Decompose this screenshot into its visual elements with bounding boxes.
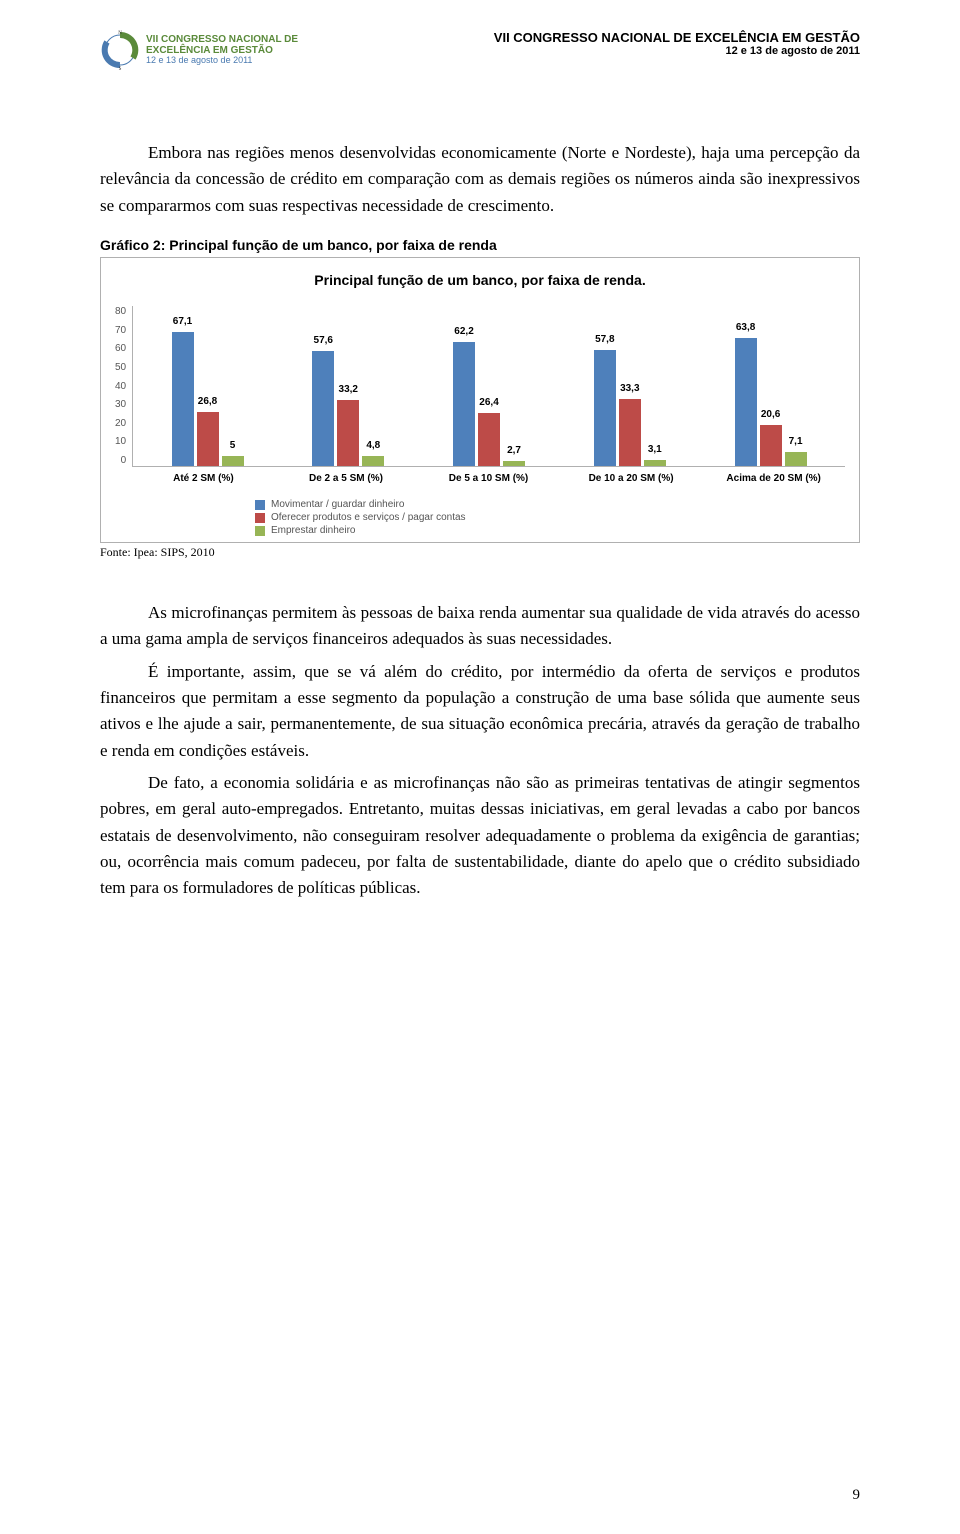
bar: 7,1	[785, 452, 807, 466]
y-tick: 20	[115, 418, 126, 429]
logo-sub: 12 e 13 de agosto de 2011	[146, 56, 298, 66]
chart-area: 80706050403020100 67,126,8557,633,24,862…	[115, 306, 845, 485]
chart-title: Principal função de um banco, por faixa …	[115, 272, 845, 288]
bar-value-label: 4,8	[366, 440, 380, 451]
bar: 62,2	[453, 342, 475, 466]
bar: 26,8	[197, 412, 219, 466]
paragraph-4: De fato, a economia solidária e as micro…	[100, 770, 860, 902]
legend-label: Oferecer produtos e serviços / pagar con…	[271, 512, 466, 523]
header-right: VII CONGRESSO NACIONAL DE EXCELÊNCIA EM …	[494, 30, 860, 57]
y-tick: 60	[115, 343, 126, 354]
bar-value-label: 57,8	[595, 334, 614, 345]
legend-item: Emprestar dinheiro	[255, 525, 845, 536]
bar: 63,8	[735, 338, 757, 466]
bar-value-label: 57,6	[314, 335, 333, 346]
page-number: 9	[853, 1487, 861, 1504]
x-label: De 10 a 20 SM (%)	[576, 473, 686, 485]
paragraph-1: Embora nas regiões menos desenvolvidas e…	[100, 140, 860, 219]
y-tick: 0	[115, 455, 126, 466]
legend-swatch	[255, 526, 265, 536]
svg-text:N: N	[118, 31, 122, 36]
logo-icon: N S	[100, 30, 140, 70]
bar: 4,8	[362, 456, 384, 466]
bar: 57,8	[594, 350, 616, 466]
legend-swatch	[255, 500, 265, 510]
bar-value-label: 20,6	[761, 409, 780, 420]
x-label: De 5 a 10 SM (%)	[434, 473, 544, 485]
header-date: 12 e 13 de agosto de 2011	[494, 45, 860, 57]
paragraph-3: É importante, assim, que se vá além do c…	[100, 659, 860, 764]
chart-caption: Gráfico 2: Principal função de um banco,…	[100, 237, 860, 253]
page-header: N S VII CONGRESSO NACIONAL DE EXCELÊNCIA…	[100, 30, 860, 70]
bar: 33,2	[337, 400, 359, 466]
x-axis-labels: Até 2 SM (%) De 2 a 5 SM (%) De 5 a 10 SM …	[132, 473, 845, 485]
bar-value-label: 3,1	[648, 444, 662, 455]
bar: 67,1	[172, 332, 194, 466]
header-title: VII CONGRESSO NACIONAL DE EXCELÊNCIA EM …	[494, 30, 860, 45]
y-tick: 10	[115, 436, 126, 447]
y-axis: 80 70 60 50 40 30 20 10 0	[115, 306, 132, 466]
paragraph-2: As microfinanças permitem às pessoas de …	[100, 600, 860, 653]
x-label: Até 2 SM (%)	[148, 473, 258, 485]
bar: 20,6	[760, 425, 782, 466]
bar-value-label: 2,7	[507, 445, 521, 456]
bar-value-label: 33,2	[339, 384, 358, 395]
legend-swatch	[255, 513, 265, 523]
bar: 3,1	[644, 460, 666, 466]
logo: N S VII CONGRESSO NACIONAL DE EXCELÊNCIA…	[100, 30, 298, 70]
y-tick: 30	[115, 399, 126, 410]
chart-source: Fonte: Ipea: SIPS, 2010	[100, 545, 860, 560]
bar-value-label: 5	[230, 440, 236, 451]
bar: 2,7	[503, 461, 525, 466]
legend-label: Movimentar / guardar dinheiro	[271, 499, 404, 510]
bar-value-label: 26,4	[479, 397, 498, 408]
bar-value-label: 67,1	[173, 316, 192, 327]
bar: 57,6	[312, 351, 334, 466]
legend-item: Movimentar / guardar dinheiro	[255, 499, 845, 510]
bar-value-label: 62,2	[454, 326, 473, 337]
bar-group: 63,820,67,1	[735, 338, 807, 466]
bar-value-label: 63,8	[736, 322, 755, 333]
chart-legend: Movimentar / guardar dinheiro Oferecer pr…	[255, 499, 845, 536]
chart-plot: 67,126,8557,633,24,862,226,42,757,833,33…	[132, 306, 845, 467]
y-tick: 40	[115, 381, 126, 392]
bar-value-label: 7,1	[789, 436, 803, 447]
x-label: De 2 a 5 SM (%)	[291, 473, 401, 485]
bar: 26,4	[478, 413, 500, 466]
bar-group: 62,226,42,7	[453, 342, 525, 466]
plot-wrap: 67,126,8557,633,24,862,226,42,757,833,33…	[132, 306, 845, 485]
bar-group: 57,633,24,8	[312, 351, 384, 466]
bar: 33,3	[619, 399, 641, 466]
y-tick: 50	[115, 362, 126, 373]
y-tick: 80	[115, 306, 126, 317]
logo-text: VII CONGRESSO NACIONAL DE EXCELÊNCIA EM …	[146, 34, 298, 66]
bar-value-label: 26,8	[198, 396, 217, 407]
legend-item: Oferecer produtos e serviços / pagar con…	[255, 512, 845, 523]
y-tick: 70	[115, 325, 126, 336]
chart-container: Principal função de um banco, por faixa …	[100, 257, 860, 543]
x-label: Acima de 20 SM (%)	[719, 473, 829, 485]
bar-group: 67,126,85	[172, 332, 244, 466]
bar-group: 57,833,33,1	[594, 350, 666, 466]
legend-label: Emprestar dinheiro	[271, 525, 355, 536]
bar-value-label: 33,3	[620, 383, 639, 394]
svg-text:S: S	[119, 67, 122, 70]
bar: 5	[222, 456, 244, 466]
logo-line1: VII CONGRESSO NACIONAL DE	[146, 34, 298, 45]
